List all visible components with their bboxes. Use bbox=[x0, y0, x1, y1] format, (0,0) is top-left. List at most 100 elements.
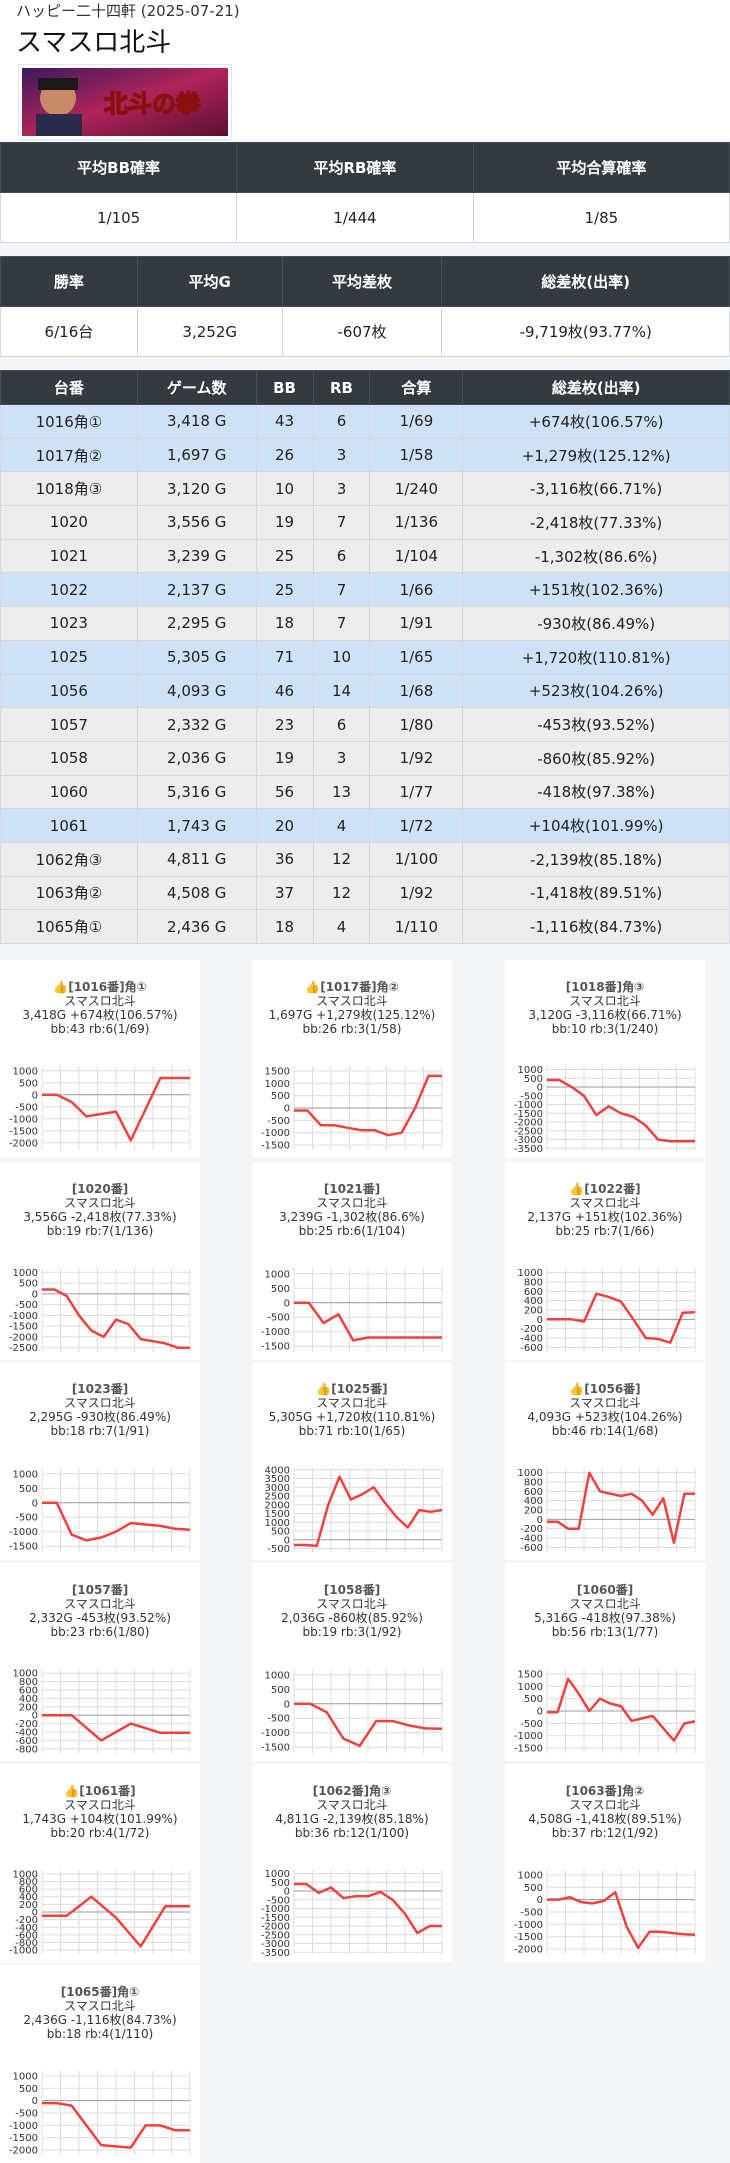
card-caption: [1023番] スマスロ北斗 2,295G -930枚(86.49%) bb:18 r… bbox=[0, 1382, 200, 1438]
y-tick-label: 200 bbox=[19, 1702, 38, 1713]
machine-card[interactable]: 👍[1017番]角② スマスロ北斗 1,697G +1,279枚(125.12%) b… bbox=[252, 960, 452, 1158]
thumbs-up-icon: 👍 bbox=[569, 1382, 585, 1396]
cell-bb: 25 bbox=[255, 572, 314, 608]
cell-games: 3,120 G bbox=[136, 471, 257, 507]
card-model: スマスロ北斗 bbox=[316, 1798, 388, 1812]
y-tick-label: 0 bbox=[537, 1895, 543, 1906]
cell-rb: 4 bbox=[312, 808, 371, 843]
table-row[interactable]: 1020 3,556 G 19 7 1/136 -2,418枚(77.33%) bbox=[0, 505, 730, 540]
y-tick-label: -200 bbox=[520, 1324, 543, 1335]
col-combined[interactable]: 合算 bbox=[369, 370, 464, 405]
machine-card[interactable]: [1063番]角② スマスロ北斗 4,508G -1,418枚(89.51%) bb:… bbox=[505, 1764, 705, 1962]
cell-combined: 1/77 bbox=[369, 774, 464, 810]
cell-games: 4,093 G bbox=[136, 673, 257, 709]
table-row[interactable]: 1016角① 3,418 G 43 6 1/69 +674枚(106.57%) bbox=[0, 404, 730, 439]
cell-rb: 6 bbox=[312, 707, 371, 742]
table-row[interactable]: 1023 2,295 G 18 7 1/91 -930枚(86.49%) bbox=[0, 606, 730, 641]
card-caption: [1065番]角① スマスロ北斗 2,436G -1,116枚(84.73%) bb:… bbox=[0, 1985, 200, 2041]
page-header: ハッピー二十四軒 (2025-07-21) スマスロ北斗 北斗の拳 bbox=[0, 0, 730, 140]
table-row[interactable]: 1065角① 2,436 G 18 4 1/110 -1,116枚(84.73%) bbox=[0, 909, 730, 944]
table-row[interactable]: 1061 1,743 G 20 4 1/72 +104枚(101.99%) bbox=[0, 808, 730, 843]
table-row[interactable]: 1025 5,305 G 71 10 1/65 +1,720枚(110.81%) bbox=[0, 639, 730, 675]
y-tick-label: 1000 bbox=[13, 2071, 38, 2082]
table-row[interactable]: 1062角③ 4,811 G 36 12 1/100 -2,139枚(85.18%) bbox=[0, 841, 730, 877]
card-model: スマスロ北斗 bbox=[316, 1196, 388, 1210]
y-tick-label: 200 bbox=[524, 1506, 543, 1517]
machine-card[interactable]: [1018番]角③ スマスロ北斗 3,120G -3,116枚(66.71%) bb:… bbox=[505, 960, 705, 1158]
machine-card[interactable]: 👍[1061番] スマスロ北斗 1,743G +104枚(101.99%) bb:20… bbox=[0, 1764, 200, 1962]
card-machine-no: [1022番] bbox=[584, 1182, 641, 1196]
cell-games: 2,332 G bbox=[136, 707, 257, 742]
table-row[interactable]: 1018角③ 3,120 G 10 3 1/240 -3,116枚(66.71%) bbox=[0, 471, 730, 507]
cell-rb: 13 bbox=[312, 774, 371, 810]
table-row[interactable]: 1057 2,332 G 23 6 1/80 -453枚(93.52%) bbox=[0, 707, 730, 742]
machine-card[interactable]: [1060番] スマスロ北斗 5,316G -418枚(97.38%) bb:56 r… bbox=[505, 1563, 705, 1761]
machine-card[interactable]: 👍[1025番] スマスロ北斗 5,305G +1,720枚(110.81%) bb:… bbox=[252, 1362, 452, 1560]
card-model: スマスロ北斗 bbox=[569, 1196, 641, 1210]
y-tick-label: 1500 bbox=[518, 1669, 543, 1680]
y-tick-label: 500 bbox=[271, 1091, 290, 1102]
y-tick-label: 3000 bbox=[265, 1483, 290, 1494]
cell-machine-no: 1057 bbox=[0, 707, 138, 742]
value-avg-diff: -607枚 bbox=[281, 306, 443, 357]
table-row[interactable]: 1060 5,316 G 56 13 1/77 -418枚(97.38%) bbox=[0, 774, 730, 810]
y-tick-label: 0 bbox=[32, 1090, 38, 1101]
y-tick-label: -500 bbox=[267, 1116, 290, 1127]
card-model: スマスロ北斗 bbox=[64, 1396, 136, 1410]
machine-card[interactable]: 👍[1022番] スマスロ北斗 2,137G +151枚(102.36%) bb:25… bbox=[505, 1162, 705, 1360]
table-row[interactable]: 1021 3,239 G 25 6 1/104 -1,302枚(86.6%) bbox=[0, 538, 730, 574]
table-row[interactable]: 1017角② 1,697 G 26 3 1/58 +1,279枚(125.12%) bbox=[0, 437, 730, 473]
machine-card[interactable]: [1062番]角③ スマスロ北斗 4,811G -2,139枚(85.18%) bb:… bbox=[252, 1764, 452, 1962]
col-rb[interactable]: RB bbox=[312, 370, 371, 405]
y-tick-label: 1000 bbox=[265, 1670, 290, 1681]
machine-card[interactable]: [1021番] スマスロ北斗 3,239G -1,302枚(86.6%) bb:25 … bbox=[252, 1162, 452, 1360]
y-tick-label: 1500 bbox=[265, 1066, 290, 1077]
machine-card[interactable]: [1023番] スマスロ北斗 2,295G -930枚(86.49%) bb:18 r… bbox=[0, 1362, 200, 1560]
cell-machine-no: 1020 bbox=[0, 505, 138, 540]
y-tick-label: -2500 bbox=[9, 1343, 38, 1354]
col-bb[interactable]: BB bbox=[255, 370, 314, 405]
y-tick-label: -1500 bbox=[514, 1744, 543, 1755]
y-tick-label: -500 bbox=[15, 1300, 38, 1311]
y-tick-label: -1000 bbox=[261, 1327, 290, 1338]
y-tick-label: -800 bbox=[15, 1744, 38, 1755]
cell-games: 2,436 G bbox=[136, 909, 257, 944]
cell-total-diff: +151枚(102.36%) bbox=[462, 572, 730, 608]
y-tick-label: -2500 bbox=[514, 1126, 543, 1137]
cell-combined: 1/91 bbox=[369, 606, 464, 641]
machine-card[interactable]: 👍[1056番] スマスロ北斗 4,093G +523枚(104.26%) bb:46… bbox=[505, 1362, 705, 1560]
table-row[interactable]: 1058 2,036 G 19 3 1/92 -860枚(85.92%) bbox=[0, 740, 730, 776]
y-tick-label: -3000 bbox=[261, 1939, 290, 1950]
card-bb-rb: bb:19 rb:3(1/92) bbox=[302, 1625, 402, 1639]
machine-card[interactable]: [1020番] スマスロ北斗 3,556G -2,418枚(77.33%) bb:19… bbox=[0, 1162, 200, 1360]
col-games[interactable]: ゲーム数 bbox=[136, 370, 257, 405]
table-row[interactable]: 1022 2,137 G 25 7 1/66 +151枚(102.36%) bbox=[0, 572, 730, 608]
card-heading: 👍[1061番] bbox=[0, 1784, 200, 1798]
card-model: スマスロ北斗 bbox=[64, 1196, 136, 1210]
machine-card[interactable]: [1058番] スマスロ北斗 2,036G -860枚(85.92%) bb:19 r… bbox=[252, 1563, 452, 1761]
card-games-diff: 4,093G +523枚(104.26%) bbox=[527, 1410, 683, 1424]
cell-total-diff: -1,116枚(84.73%) bbox=[462, 909, 730, 944]
y-tick-label: -1500 bbox=[261, 1141, 290, 1152]
table-row[interactable]: 1056 4,093 G 46 14 1/68 +523枚(104.26%) bbox=[0, 673, 730, 709]
col-machine-no[interactable]: 台番 bbox=[0, 370, 138, 405]
table-row[interactable]: 1063角② 4,508 G 37 12 1/92 -1,418枚(89.51%) bbox=[0, 875, 730, 911]
machine-card[interactable]: [1057番] スマスロ北斗 2,332G -453枚(93.52%) bb:23 r… bbox=[0, 1563, 200, 1761]
cell-bb: 56 bbox=[255, 774, 314, 810]
y-tick-label: -2000 bbox=[9, 2146, 38, 2157]
card-caption: 👍[1017番]角② スマスロ北斗 1,697G +1,279枚(125.12%) b… bbox=[252, 980, 452, 1036]
y-tick-label: 1000 bbox=[265, 1079, 290, 1090]
y-tick-label: 0 bbox=[32, 1289, 38, 1300]
card-games-diff: 4,811G -2,139枚(85.18%) bbox=[275, 1812, 429, 1826]
y-tick-label: -2000 bbox=[9, 1138, 38, 1149]
machine-card[interactable]: [1065番]角① スマスロ北斗 2,436G -1,116枚(84.73%) bb:… bbox=[0, 1965, 200, 2163]
cell-bb: 36 bbox=[255, 841, 314, 877]
diff-series-line bbox=[42, 1288, 190, 1349]
card-heading: [1023番] bbox=[0, 1382, 200, 1396]
machine-card[interactable]: 👍[1016番]角① スマスロ北斗 3,418G +674枚(106.57%) bb:… bbox=[0, 960, 200, 1158]
y-tick-label: -500 bbox=[15, 1513, 38, 1524]
col-total-diff[interactable]: 総差枚(出率) bbox=[462, 370, 730, 405]
card-games-diff: 2,137G +151枚(102.36%) bbox=[527, 1210, 683, 1224]
y-tick-label: -400 bbox=[15, 1923, 38, 1934]
